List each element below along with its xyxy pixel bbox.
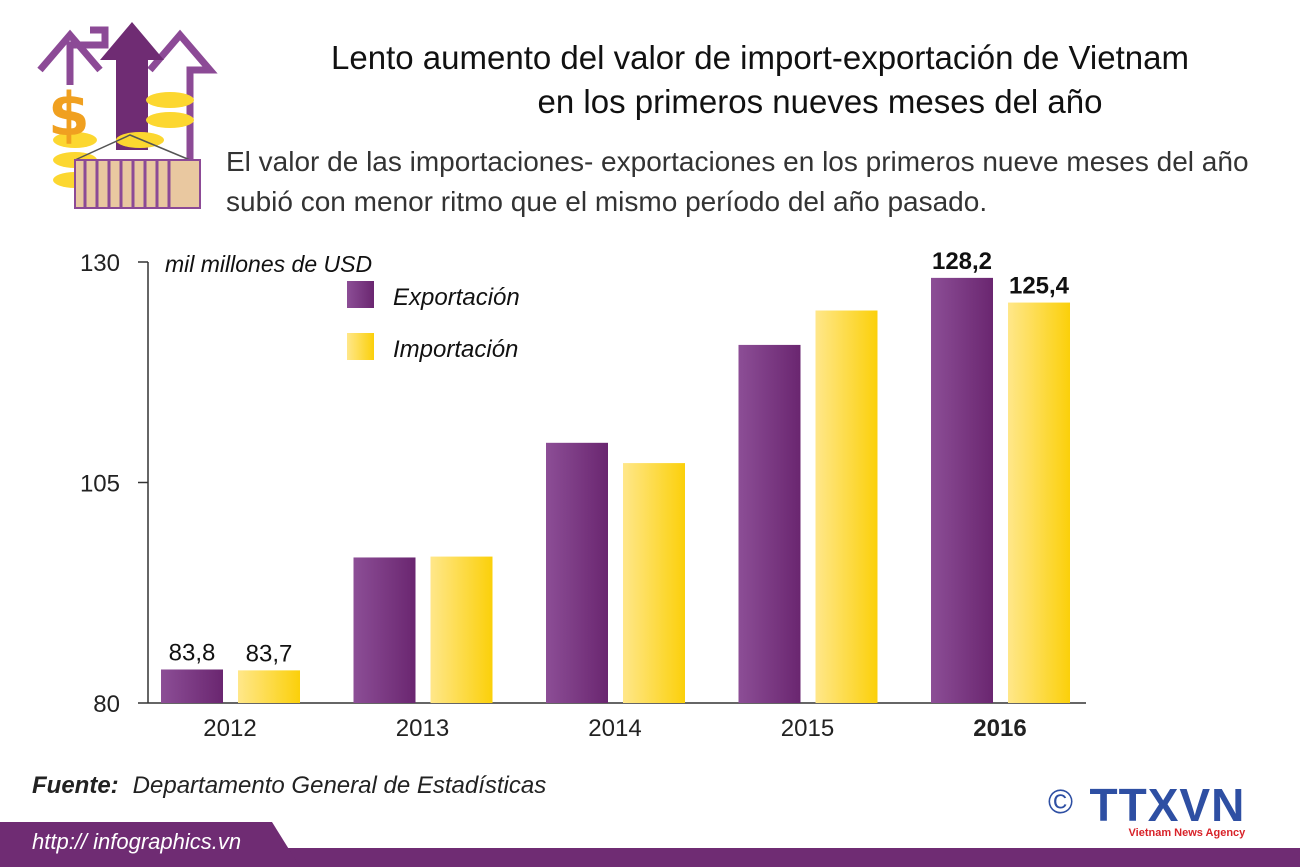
ttxvn-logo: © TTXVN Vietnam News Agency [1048, 779, 1246, 839]
page-title: Lento aumento del valor de import-export… [250, 36, 1270, 124]
bar-import-2014 [623, 463, 685, 703]
bar-chart: mil millones de USD Exportación Importac… [80, 248, 1086, 742]
bar-import-2015 [815, 310, 878, 703]
legend-label-export: Exportación [393, 284, 520, 311]
footer-bar [0, 848, 1300, 867]
x-tick-label: 2016 [973, 715, 1026, 742]
bar-export-2014 [546, 442, 608, 703]
y-tick-label: 130 [80, 250, 120, 277]
trade-illustration-icon: $ [37, 22, 218, 209]
legend-swatch-export [347, 281, 374, 308]
bar-import-2012 [238, 670, 300, 703]
title-line-1: Lento aumento del valor de import-export… [331, 39, 1189, 76]
bar-import-2016 [1008, 302, 1070, 703]
y-tick-label: 105 [80, 471, 120, 498]
data-label: 125,4 [1009, 273, 1070, 300]
website-link[interactable]: http:// infographics.vn [32, 829, 242, 854]
logo-subtitle: Vietnam News Agency [1128, 827, 1246, 839]
data-label: 83,7 [246, 640, 293, 667]
x-tick-label: 2013 [396, 715, 449, 742]
source-note: Fuente: Departamento General de Estadísti… [32, 772, 546, 800]
source-label: Fuente: [32, 772, 119, 799]
legend-swatch-import [347, 333, 374, 360]
x-tick-label: 2014 [588, 715, 641, 742]
source-text: Departamento General de Estadísticas [132, 772, 547, 799]
y-tick-label: 80 [93, 691, 120, 718]
x-tick-label: 2015 [781, 715, 834, 742]
bar-import-2013 [430, 556, 493, 703]
subtitle: El valor de las importaciones- exportaci… [226, 146, 1249, 217]
data-label: 128,2 [932, 248, 992, 275]
bar-export-2016 [931, 277, 993, 703]
y-axis-label: mil millones de USD [165, 251, 372, 277]
footer-tab [0, 822, 300, 867]
copyright-icon: © [1048, 783, 1074, 821]
logo-text: TTXVN [1089, 779, 1246, 831]
bar-export-2012 [161, 669, 223, 703]
svg-text:$: $ [48, 80, 90, 150]
title-line-2: en los primeros nueves meses del año [537, 83, 1103, 120]
legend-label-import: Importación [393, 336, 518, 363]
bar-export-2015 [738, 344, 801, 703]
bar-export-2013 [353, 557, 416, 703]
data-label: 83,8 [169, 639, 216, 666]
x-tick-label: 2012 [203, 715, 256, 742]
